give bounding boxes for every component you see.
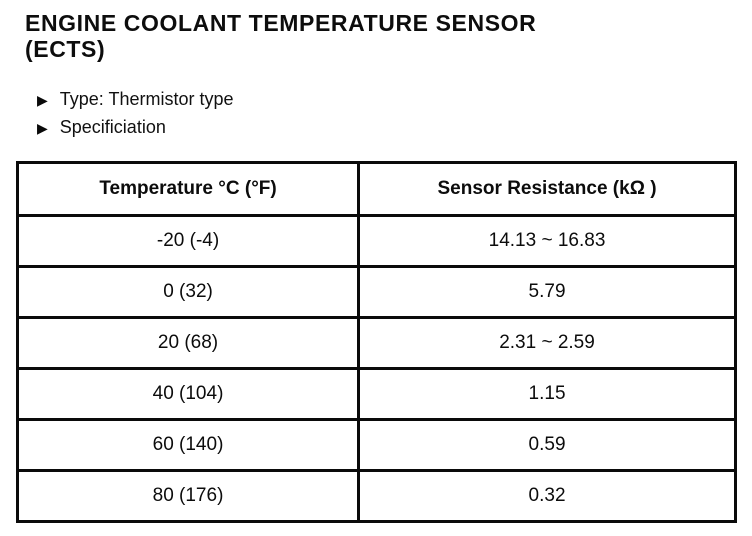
resistance-cell: 0.59 <box>357 417 737 472</box>
resistance-cell: 5.79 <box>357 264 737 319</box>
page-title-line2: (ECTS) <box>25 36 106 63</box>
spec-table: Temperature °C (°F) Sensor Resistance (k… <box>15 160 737 523</box>
table-row: 0 (32) 5.79 <box>15 264 737 319</box>
table-row: -20 (-4) 14.13 ~ 16.83 <box>15 213 737 268</box>
bullet-triangle-icon: ▶ <box>37 92 48 109</box>
page-title: ENGINE COOLANT TEMPERATURE SENSOR (ECTS) <box>25 10 737 63</box>
table-row: 60 (140) 0.59 <box>15 417 737 472</box>
resistance-column-header: Sensor Resistance (kΩ ) <box>357 160 737 217</box>
resistance-cell: 0.32 <box>357 468 737 523</box>
resistance-cell: 14.13 ~ 16.83 <box>357 213 737 268</box>
temp-cell: 60 (140) <box>15 417 361 472</box>
table-header-row: Temperature °C (°F) Sensor Resistance (k… <box>15 160 737 217</box>
bullet-label-specification: Specificiation <box>59 116 166 137</box>
table-row: 80 (176) 0.32 <box>15 468 737 523</box>
page-title-line1: ENGINE COOLANT TEMPERATURE SENSOR <box>25 10 537 36</box>
temp-cell: 80 (176) <box>15 468 361 523</box>
list-item: ▶ Specificiation <box>37 117 737 138</box>
temp-cell: -20 (-4) <box>15 213 361 268</box>
bullet-triangle-icon: ▶ <box>37 120 48 137</box>
temp-cell: 20 (68) <box>15 315 361 370</box>
bullet-label-type: Type: Thermistor type <box>59 88 234 109</box>
temperature-column-header: Temperature °C (°F) <box>15 160 361 217</box>
temp-cell: 0 (32) <box>15 264 361 319</box>
temp-cell: 40 (104) <box>15 366 361 421</box>
bullet-list: ▶ Type: Thermistor type ▶ Specificiation <box>37 89 737 138</box>
table-row: 20 (68) 2.31 ~ 2.59 <box>15 315 737 370</box>
resistance-cell: 1.15 <box>357 366 737 421</box>
resistance-cell: 2.31 ~ 2.59 <box>357 315 737 370</box>
table-row: 40 (104) 1.15 <box>15 366 737 421</box>
list-item: ▶ Type: Thermistor type <box>37 89 737 110</box>
